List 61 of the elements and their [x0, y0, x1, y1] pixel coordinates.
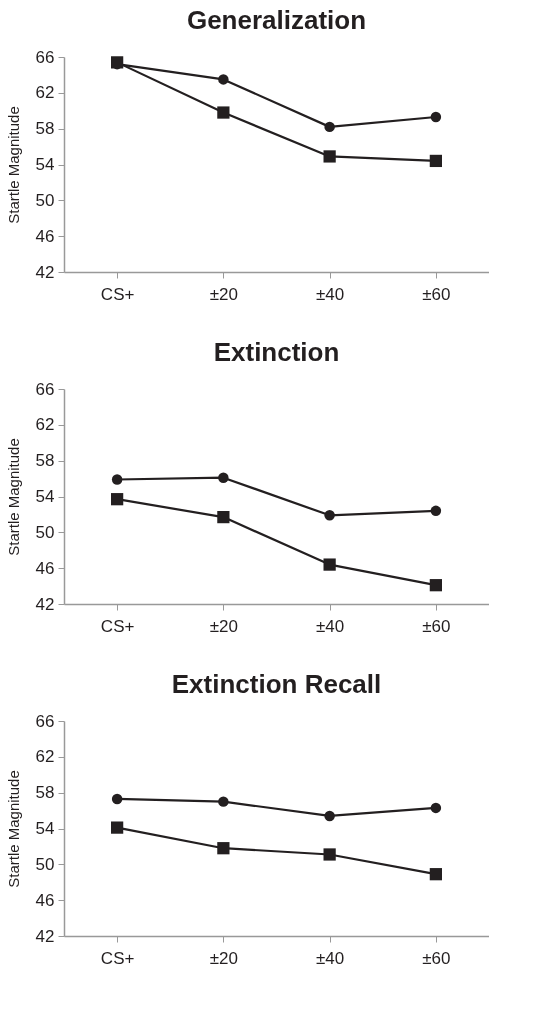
- point: [111, 493, 124, 506]
- point: [217, 842, 230, 855]
- x-tick-label: CS+: [100, 284, 135, 304]
- x-tick-label: CS+: [100, 616, 135, 636]
- y-tick-label: 42: [35, 262, 55, 282]
- y-tick-label: 50: [35, 190, 55, 210]
- y-tick-label: 66: [35, 379, 55, 399]
- y-tick-label: 42: [35, 594, 55, 614]
- point: [430, 111, 442, 123]
- x-tick-label: CS+: [100, 948, 135, 968]
- y-tick-label: 46: [35, 890, 55, 910]
- point: [429, 579, 442, 592]
- y-tick-label: 54: [35, 155, 55, 174]
- x-tick-label: ±40: [316, 616, 345, 636]
- x-tick-label: ±40: [316, 284, 345, 304]
- y-tick-label: 66: [35, 711, 55, 731]
- y-tick-label: 66: [35, 47, 55, 67]
- y-tick-label: 58: [35, 451, 55, 471]
- x-tick-label: ±20: [209, 616, 238, 636]
- x-tick-label: ±60: [422, 616, 451, 636]
- y-tick-label: 54: [35, 819, 55, 838]
- y-tick-label: 50: [35, 522, 55, 542]
- y-tick-label: 58: [35, 119, 55, 139]
- point: [324, 810, 335, 822]
- y-axis-title: Startle Magnitude: [4, 106, 22, 224]
- point: [111, 821, 124, 834]
- y-tick-label: 62: [35, 747, 55, 767]
- x-tick-label: ±60: [422, 948, 451, 968]
- x-tick-label: ±40: [316, 948, 345, 968]
- point: [430, 802, 442, 814]
- point: [111, 474, 123, 485]
- point: [323, 150, 336, 163]
- chart-title: Generalization: [186, 5, 367, 35]
- y-tick-label: 50: [35, 854, 55, 874]
- x-tick-label: ±60: [422, 284, 451, 304]
- y-tick-label: 46: [35, 558, 55, 578]
- point: [218, 74, 229, 85]
- point: [324, 121, 335, 133]
- point: [429, 154, 442, 168]
- point: [429, 868, 442, 881]
- point: [430, 505, 442, 517]
- chart-title: Extinction: [213, 337, 340, 367]
- y-tick-label: 58: [35, 783, 55, 803]
- point: [111, 793, 123, 805]
- point: [324, 510, 335, 521]
- y-axis-title: Startle Magnitude: [4, 770, 22, 888]
- point: [218, 796, 229, 807]
- y-tick-label: 62: [35, 83, 55, 103]
- x-tick-label: ±20: [209, 948, 238, 968]
- y-tick-label: 54: [35, 487, 55, 506]
- point: [323, 558, 336, 571]
- point: [218, 472, 229, 483]
- y-tick-label: 42: [35, 926, 55, 946]
- point: [217, 510, 230, 524]
- y-tick-label: 46: [35, 226, 55, 246]
- point: [323, 848, 336, 861]
- chart-title: Extinction Recall: [171, 669, 382, 699]
- x-tick-label: ±20: [209, 284, 238, 304]
- y-tick-label: 62: [35, 415, 55, 435]
- point: [217, 106, 230, 119]
- y-axis-title: Startle Magnitude: [4, 438, 22, 556]
